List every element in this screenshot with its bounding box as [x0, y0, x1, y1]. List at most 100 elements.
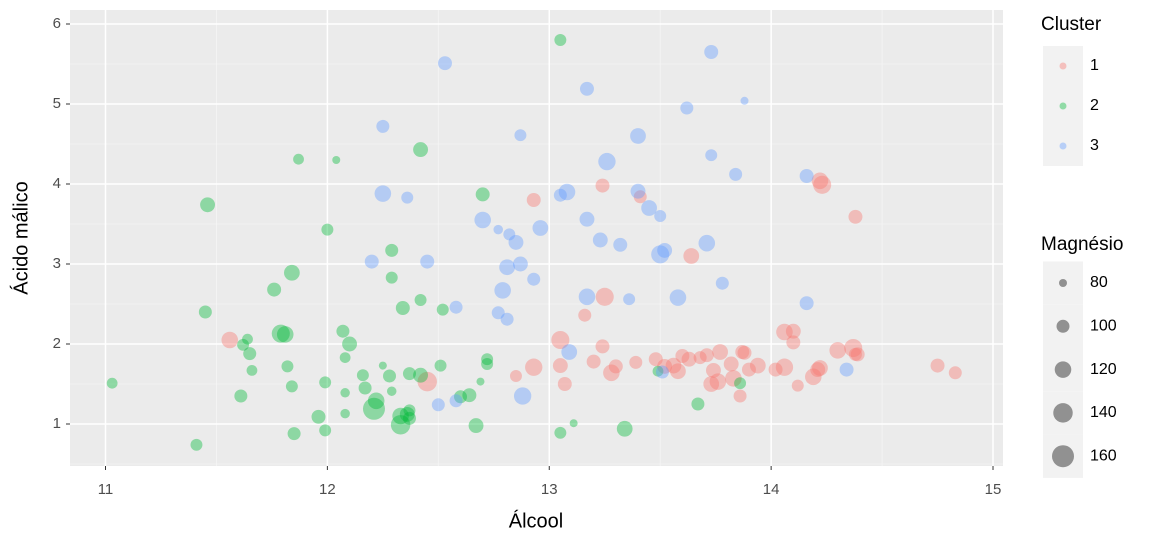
point [557, 377, 572, 391]
point [339, 352, 351, 363]
point [595, 287, 614, 306]
point [392, 407, 409, 425]
point [436, 303, 449, 316]
x-axis-label: Álcool [509, 509, 563, 532]
point [657, 358, 673, 374]
point [848, 347, 862, 361]
point [670, 363, 686, 380]
point [336, 324, 350, 338]
point [706, 362, 721, 378]
legend-swatch [1059, 62, 1067, 70]
point [578, 288, 596, 306]
point [494, 282, 511, 299]
size-legend-swatch [1053, 403, 1073, 423]
point [311, 409, 326, 424]
point [526, 193, 541, 207]
point [561, 344, 578, 360]
point [768, 362, 783, 377]
point [693, 351, 707, 365]
size-legend-key [1043, 304, 1083, 348]
point [364, 254, 379, 269]
size-legend-label: 160 [1090, 447, 1117, 464]
point [237, 338, 250, 351]
point [281, 360, 294, 373]
point [704, 45, 719, 59]
point [413, 367, 429, 383]
point [569, 419, 578, 428]
point [775, 358, 794, 376]
point [579, 81, 594, 96]
point [386, 386, 397, 396]
point [578, 308, 592, 322]
point [481, 353, 494, 366]
point [514, 129, 527, 142]
point [930, 358, 945, 373]
point [785, 323, 801, 339]
point [705, 149, 718, 162]
point [630, 183, 646, 199]
x-tick-label: 12 [319, 481, 336, 498]
point [402, 411, 416, 425]
point [799, 296, 814, 311]
point [613, 237, 628, 252]
point [725, 370, 742, 387]
point [285, 380, 298, 393]
point [378, 361, 387, 370]
x-tick-label: 14 [763, 481, 780, 498]
legend-label: 2 [1090, 97, 1099, 114]
legend-title: Cluster [1041, 14, 1102, 35]
point [358, 381, 372, 395]
point [449, 300, 463, 314]
point [403, 404, 416, 417]
point [402, 367, 416, 381]
point [271, 324, 290, 343]
point [420, 254, 435, 269]
legend-swatch [1059, 142, 1067, 150]
point [200, 197, 216, 213]
point [383, 369, 397, 383]
y-tick-label: 3 [53, 255, 61, 272]
point [595, 339, 610, 354]
point [437, 56, 452, 71]
point [810, 362, 826, 378]
point [503, 228, 516, 241]
point [616, 420, 633, 437]
point [592, 232, 608, 248]
point [321, 223, 334, 236]
point [356, 369, 369, 382]
y-axis-label: Ácido málico [9, 181, 32, 294]
point [558, 183, 576, 201]
point [844, 338, 863, 358]
point [554, 426, 567, 439]
point [434, 359, 447, 372]
point [413, 142, 429, 158]
size-legend-key [1043, 391, 1083, 435]
point [221, 331, 239, 349]
y-tick-label: 1 [53, 415, 61, 432]
size-legend-label: 100 [1090, 318, 1117, 335]
point [284, 264, 300, 281]
point [454, 390, 468, 404]
y-tick-label: 5 [53, 95, 61, 112]
point [648, 352, 663, 367]
point [669, 289, 687, 306]
size-legend-swatch [1054, 361, 1072, 378]
point [715, 276, 729, 290]
x-tick-label: 15 [985, 481, 1002, 498]
legend-key [1043, 126, 1083, 166]
point [374, 185, 392, 202]
size-legend-swatch [1059, 279, 1067, 287]
point [491, 306, 505, 320]
point [106, 377, 118, 389]
point [198, 305, 212, 319]
legend-key [1043, 86, 1083, 126]
point [449, 394, 463, 408]
point [848, 209, 863, 224]
point [641, 200, 657, 216]
y-tick-label: 4 [53, 175, 61, 192]
point [598, 152, 616, 171]
point [799, 169, 814, 183]
point [829, 342, 846, 359]
point [513, 387, 532, 405]
